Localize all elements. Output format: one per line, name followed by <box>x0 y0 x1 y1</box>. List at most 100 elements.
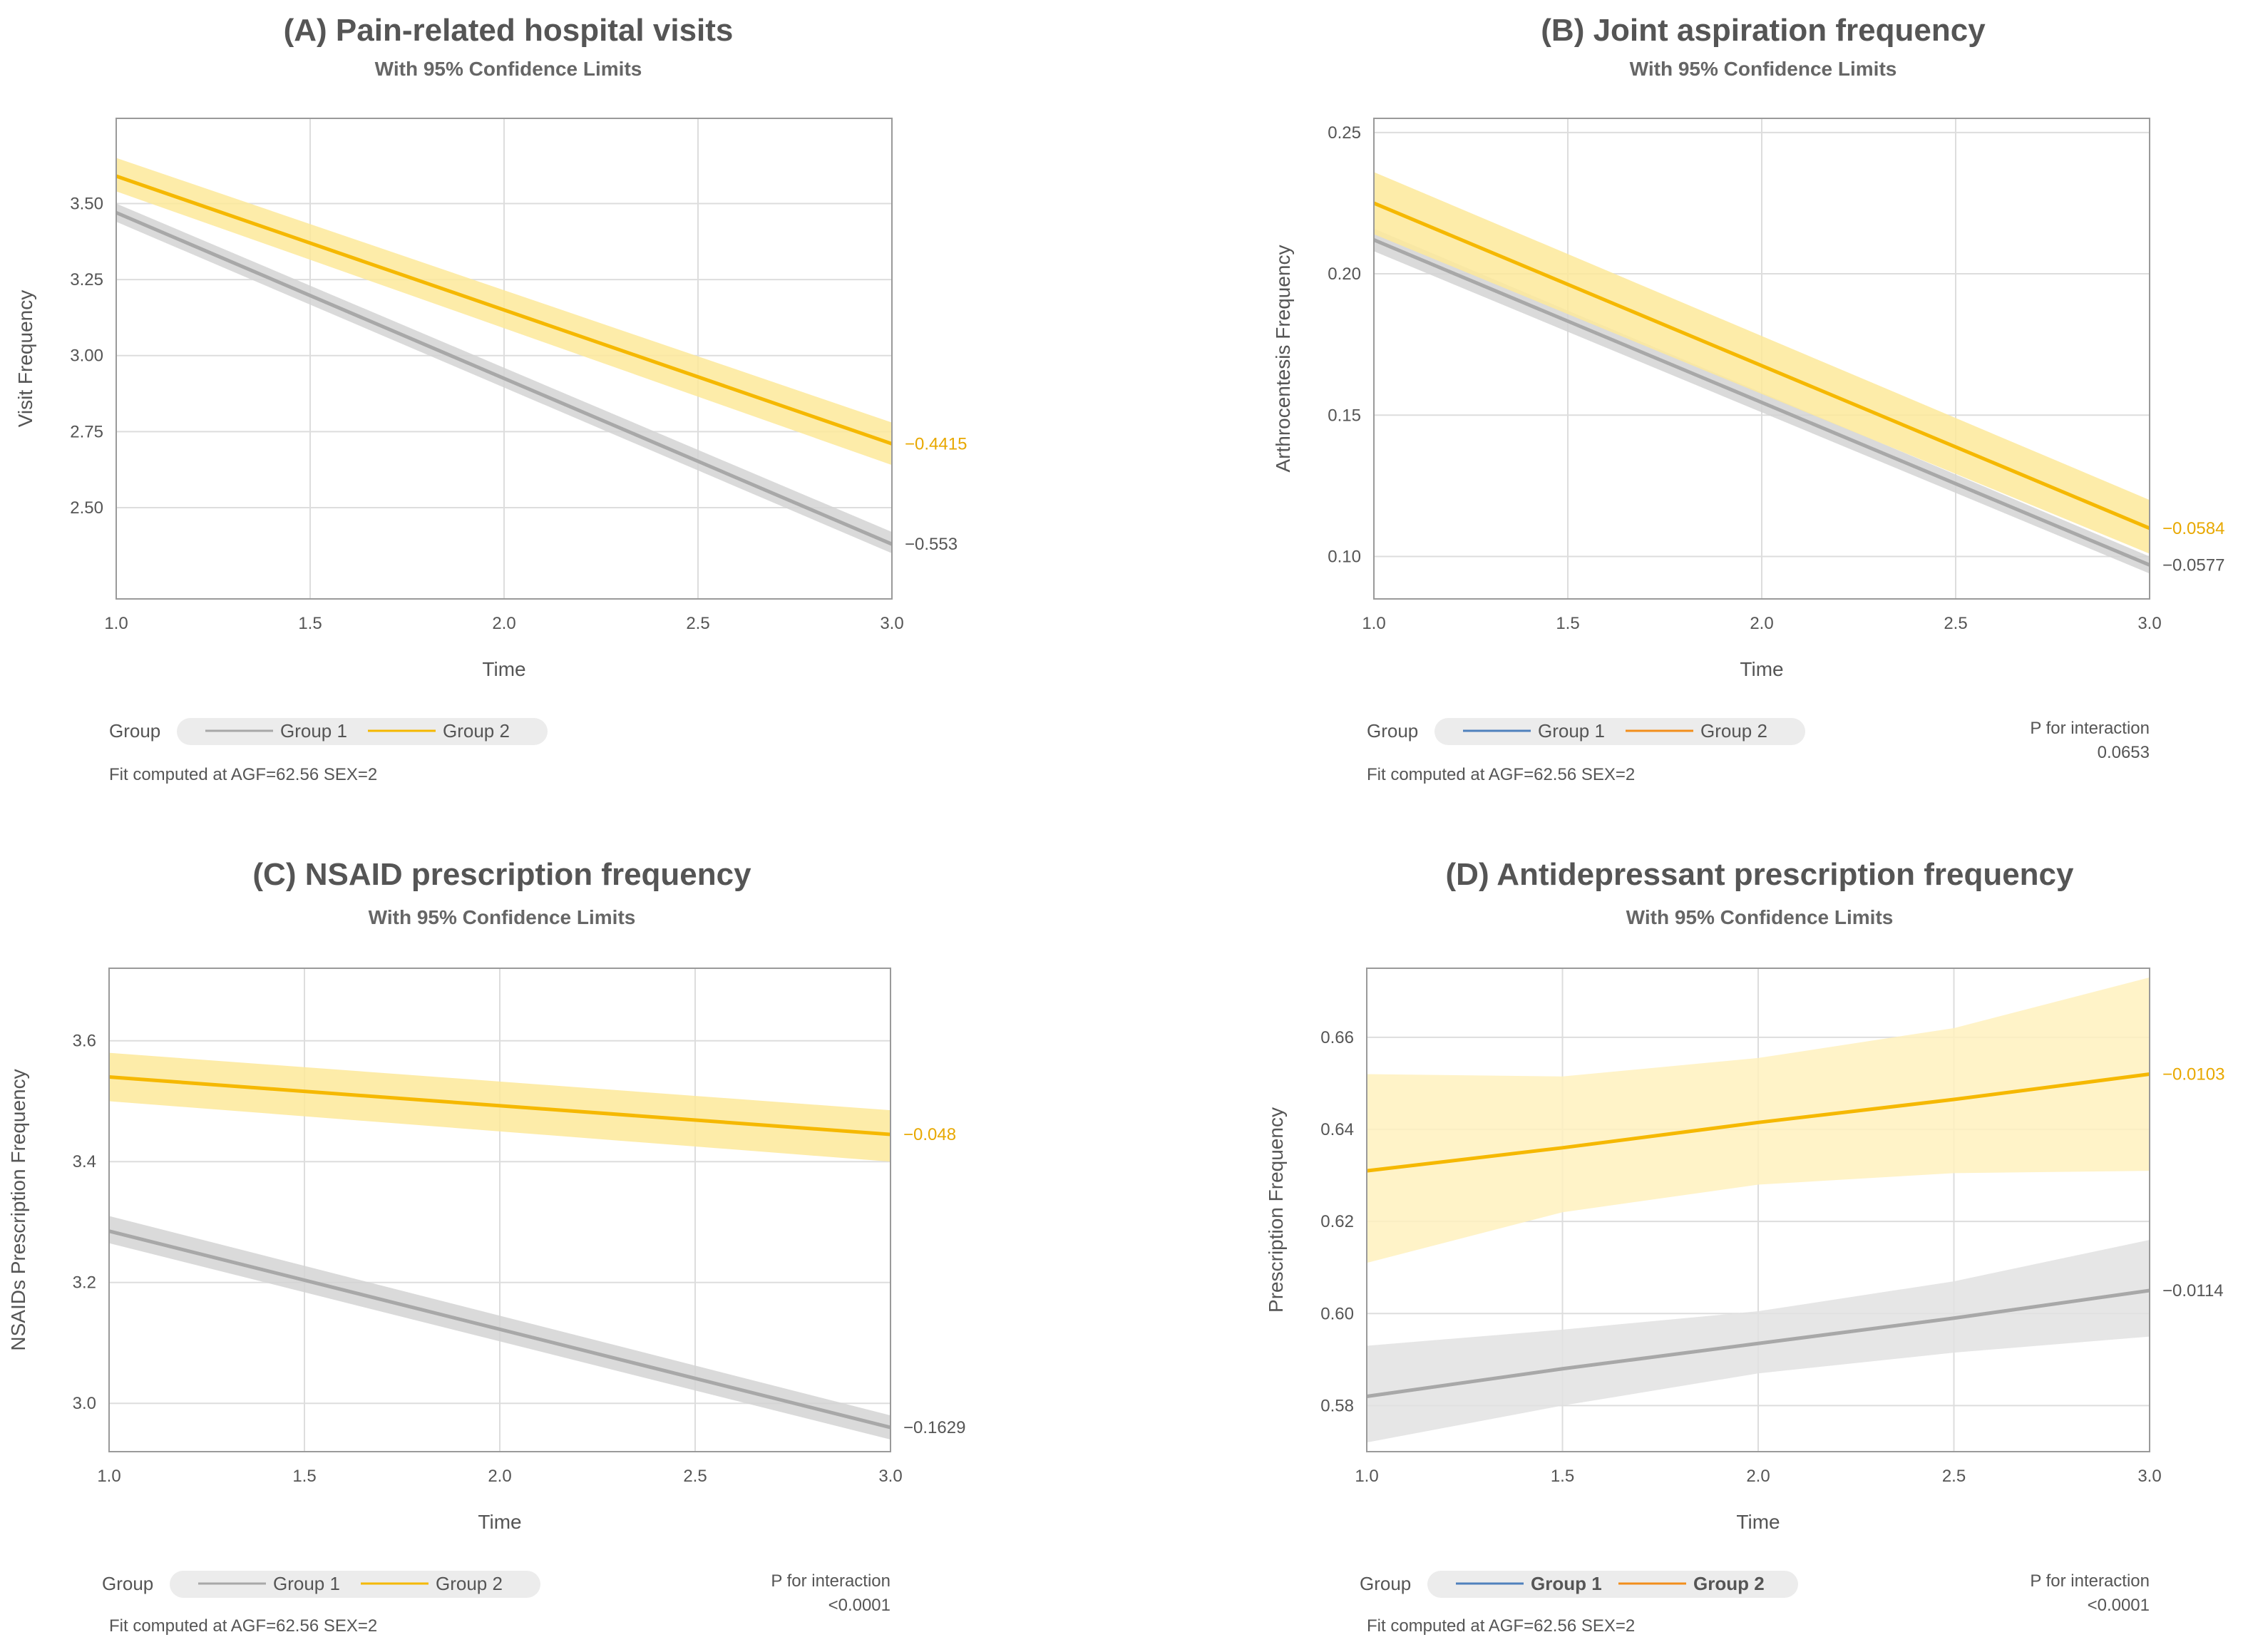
confidence-band <box>1367 1239 2150 1443</box>
panel-title: (A) Pain-related hospital visits <box>284 13 734 48</box>
y-axis-label: Visit Frequency <box>14 290 36 427</box>
p-for-interaction-value: <0.0001 <box>2088 1596 2150 1615</box>
end-label: −0.0584 <box>2162 519 2224 538</box>
legend-item-label: Group 1 <box>280 720 347 742</box>
panel-a: (A) Pain-related hospital visits With 95… <box>14 13 967 784</box>
legend-item-label: Group 1 <box>1538 720 1605 742</box>
panel-title: (B) Joint aspiration frequency <box>1541 13 1986 48</box>
p-for-interaction-label: P for interaction <box>2030 1571 2150 1591</box>
y-axis-label: NSAIDs Prescription Frequency <box>7 1069 29 1350</box>
y-axis-label: Prescription Frequency <box>1265 1107 1287 1313</box>
panel-title: (D) Antidepressant prescription frequenc… <box>1446 857 2074 892</box>
y-tick-label: 2.50 <box>70 498 103 518</box>
y-tick-label: 3.2 <box>73 1273 96 1293</box>
x-tick-label: 1.5 <box>298 614 322 633</box>
fit-line <box>1366 1072 2150 1173</box>
y-tick-label: 2.75 <box>70 422 103 441</box>
panel-subtitle: With 95% Confidence Limits <box>1630 58 1897 80</box>
confidence-band <box>1367 977 2150 1263</box>
y-tick-label: 3.0 <box>73 1394 96 1413</box>
end-label: −0.0114 <box>2162 1281 2224 1300</box>
x-axis-label: Time <box>482 658 525 680</box>
p-for-interaction-value: <0.0001 <box>828 1596 890 1615</box>
x-axis-label: Time <box>1736 1511 1780 1533</box>
end-label: −0.0103 <box>2162 1065 2224 1084</box>
legend-item-label: Group 1 <box>1531 1573 1602 1594</box>
fit-note: Fit computed at AGF=62.56 SEX=2 <box>1367 765 1635 784</box>
y-tick-label: 3.00 <box>70 347 103 366</box>
legend-item-label: Group 2 <box>443 720 510 742</box>
panel-subtitle: With 95% Confidence Limits <box>369 906 636 928</box>
x-tick-label: 2.5 <box>683 1467 707 1486</box>
legend-title: Group <box>102 1573 153 1594</box>
y-tick-label: 0.62 <box>1320 1212 1354 1231</box>
y-tick-label: 0.66 <box>1320 1028 1354 1047</box>
fit-line <box>108 1229 891 1430</box>
y-tick-label: 0.20 <box>1328 265 1361 284</box>
panel-c: (C) NSAID prescription frequency With 95… <box>7 857 965 1636</box>
x-tick-label: 1.0 <box>97 1467 120 1486</box>
fit-line <box>1366 1288 2150 1398</box>
p-for-interaction-label: P for interaction <box>771 1571 890 1591</box>
x-tick-label: 1.5 <box>1551 1467 1574 1486</box>
x-tick-label: 1.0 <box>104 614 128 633</box>
fit-note: Fit computed at AGF=62.56 SEX=2 <box>109 1616 377 1636</box>
fit-line <box>108 1075 891 1137</box>
panel-d: (D) Antidepressant prescription frequenc… <box>1265 857 2224 1636</box>
fit-line <box>1373 238 2150 567</box>
legend-title: Group <box>109 720 160 742</box>
panel-subtitle: With 95% Confidence Limits <box>1626 906 1894 928</box>
legend-pill <box>1434 718 1805 745</box>
fit-line <box>1373 201 2150 530</box>
y-tick-label: 0.25 <box>1328 123 1361 143</box>
end-label: −0.1629 <box>903 1418 965 1437</box>
x-tick-label: 1.0 <box>1355 1467 1378 1486</box>
legend-pill <box>177 718 548 745</box>
fit-note: Fit computed at AGF=62.56 SEX=2 <box>109 765 377 784</box>
legend-item-label: Group 2 <box>1693 1573 1765 1594</box>
x-tick-label: 2.5 <box>1942 1467 1966 1486</box>
x-tick-label: 3.0 <box>880 614 903 633</box>
y-tick-label: 0.58 <box>1320 1396 1354 1415</box>
x-tick-label: 3.0 <box>878 1467 902 1486</box>
p-for-interaction-value: 0.0653 <box>2098 743 2150 762</box>
x-tick-label: 2.0 <box>492 614 515 633</box>
legend-item-label: Group 1 <box>273 1573 340 1594</box>
panel-title: (C) NSAID prescription frequency <box>252 857 751 892</box>
fit-line <box>116 174 893 446</box>
panel-subtitle: With 95% Confidence Limits <box>375 58 642 80</box>
end-label: −0.0577 <box>2162 555 2224 575</box>
end-label: −0.4415 <box>905 434 967 453</box>
legend-item-label: Group 2 <box>436 1573 503 1594</box>
legend-title: Group <box>1360 1573 1411 1594</box>
y-tick-label: 0.15 <box>1328 406 1361 425</box>
legend-item-label: Group 2 <box>1700 720 1767 742</box>
x-tick-label: 3.0 <box>2137 614 2161 633</box>
fit-note: Fit computed at AGF=62.56 SEX=2 <box>1367 1616 1635 1636</box>
x-tick-label: 2.0 <box>1750 614 1773 633</box>
panel-b: (B) Joint aspiration frequency With 95% … <box>1272 13 2224 784</box>
x-tick-label: 2.0 <box>488 1467 511 1486</box>
fit-line <box>116 210 893 546</box>
end-label: −0.048 <box>903 1125 956 1144</box>
legend-pill <box>170 1571 540 1598</box>
x-tick-label: 1.5 <box>292 1467 316 1486</box>
y-tick-label: 0.60 <box>1320 1304 1354 1323</box>
y-tick-label: 0.10 <box>1328 548 1361 567</box>
plot-frame <box>116 118 893 600</box>
x-tick-label: 3.0 <box>2137 1467 2161 1486</box>
x-axis-label: Time <box>478 1511 521 1533</box>
y-tick-label: 3.4 <box>73 1152 96 1171</box>
p-for-interaction-label: P for interaction <box>2030 719 2150 738</box>
x-tick-label: 2.5 <box>686 614 709 633</box>
y-tick-label: 3.25 <box>70 270 103 289</box>
legend-title: Group <box>1367 720 1418 742</box>
y-tick-label: 3.50 <box>70 194 103 213</box>
end-label: −0.553 <box>905 535 958 554</box>
x-tick-label: 1.0 <box>1362 614 1385 633</box>
legend-pill <box>1427 1571 1798 1598</box>
y-tick-label: 0.64 <box>1320 1120 1354 1139</box>
plot-frame <box>1373 118 2150 600</box>
confidence-band <box>1374 172 2150 554</box>
